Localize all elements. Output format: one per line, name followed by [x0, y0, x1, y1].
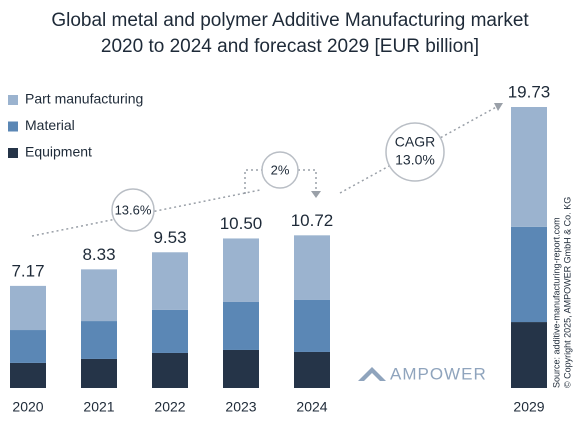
bar-segment	[294, 351, 330, 388]
total-label: 7.17	[11, 261, 44, 280]
x-tick-label: 2029	[513, 399, 544, 415]
source: © Copyright 2025, AMPOWER GmbH & Co. KG	[562, 197, 572, 388]
annotation: CAGR	[395, 134, 435, 150]
x-tick-label: 2023	[225, 399, 256, 415]
total-label: 19.73	[508, 82, 551, 101]
x-tick-label: 2022	[154, 399, 185, 415]
bar-segment	[152, 252, 188, 310]
bar-segment	[152, 352, 188, 388]
source: Source: additive-manufacturing-report.co…	[551, 217, 561, 388]
total-label: 10.50	[220, 214, 263, 233]
annotation-circle	[261, 151, 299, 189]
logo-mark	[364, 373, 380, 381]
bar-segment	[10, 330, 46, 363]
bar-segment	[294, 299, 330, 352]
legend-swatch	[8, 95, 18, 105]
legend-swatch	[8, 121, 18, 132]
bar-segment	[511, 322, 547, 388]
bar-segment	[81, 358, 117, 388]
logo-text: AMPOWER	[390, 364, 487, 383]
chart-subtitle: 2020 to 2024 and forecast 2029 [EUR bill…	[101, 36, 479, 57]
total-label: 9.53	[153, 228, 186, 247]
total-label: 8.33	[82, 245, 115, 264]
bar-segment	[223, 349, 259, 388]
bar-segment	[223, 238, 259, 302]
legend-label: Part manufacturing	[25, 91, 143, 107]
logo: AMPOWER	[358, 364, 487, 383]
annotation-circle	[385, 122, 445, 182]
bar-segment	[10, 285, 46, 331]
annotation: 13.6%	[115, 202, 152, 217]
annotation: 13.0%	[395, 152, 435, 168]
x-tick-label: 2021	[83, 399, 114, 415]
bar-segment	[81, 269, 117, 322]
bar-segment	[511, 226, 547, 323]
total-label: 10.72	[291, 211, 334, 230]
bar-segment	[511, 107, 547, 227]
annotation-circle	[111, 188, 155, 232]
bar-segment	[294, 235, 330, 300]
legend-swatch	[8, 148, 18, 158]
bar-segment	[10, 362, 46, 388]
bar-segment	[152, 309, 188, 353]
legend-label: Material	[25, 117, 75, 133]
legend-label: Equipment	[25, 144, 92, 160]
x-tick-label: 2024	[296, 399, 327, 415]
annotation: 2%	[271, 162, 290, 177]
bar-segment	[223, 301, 259, 350]
x-tick-label: 2020	[12, 399, 43, 415]
chart-title: Global metal and polymer Additive Manufa…	[51, 10, 529, 31]
bar-segment	[81, 321, 117, 359]
